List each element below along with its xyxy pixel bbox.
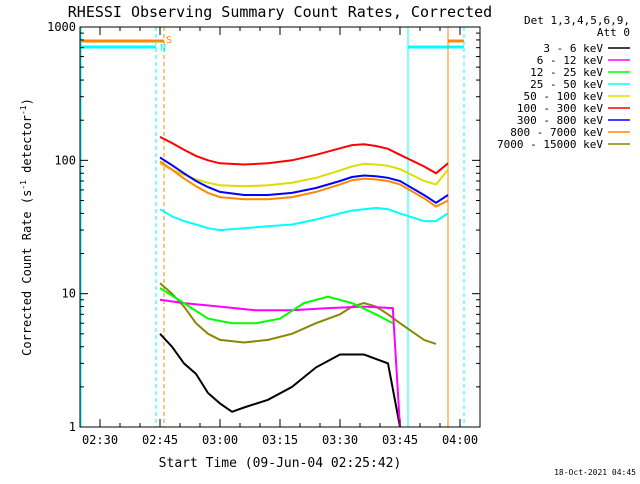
y-tick-label: 1000: [47, 20, 76, 34]
y-axis-label-main: Corrected Count Rate (s: [20, 190, 34, 356]
legend-entry-label: 800 - 7000 keV: [510, 126, 603, 139]
axes: 02:30 02:45 03:00 03:15 03:30 03:45 04:00 1 10 10…: [47, 20, 481, 447]
chart-title: RHESSI Observing Summary Count Rates, Co…: [68, 3, 492, 21]
y-tick-label: 10: [62, 287, 76, 301]
legend-header-line-2: Att 0: [597, 26, 630, 39]
y-axis-label-exponent-2: -1: [19, 105, 28, 115]
x-tick-label: 03:00: [202, 433, 238, 447]
series-line: [159, 333, 401, 428]
y-tick-label: 1: [69, 420, 76, 434]
x-tick-label: 02:30: [82, 433, 118, 447]
series-line: [159, 287, 394, 325]
x-tick-label: 04:00: [442, 433, 478, 447]
x-tick-label: 03:15: [262, 433, 298, 447]
y-tick-label: 100: [54, 153, 76, 167]
series-line: [159, 282, 437, 345]
legend-entry-label: 6 - 12 keV: [537, 54, 604, 67]
legend-entry-label: 50 - 100 keV: [524, 90, 604, 103]
y-axis-label-end: ): [20, 98, 34, 105]
legend-entry-label: 300 - 800 keV: [517, 114, 603, 127]
saa-marker-label: S: [166, 35, 172, 46]
x-tick-label: 03:45: [382, 433, 418, 447]
legend-entry-label: 25 - 50 keV: [530, 78, 603, 91]
x-tick-label: 03:30: [322, 433, 358, 447]
legend-entry-label: 3 - 6 keV: [543, 42, 603, 55]
legend-header-line-1: Det 1,3,4,5,6,9,: [524, 14, 630, 27]
footer-timestamp: 18-Oct-2021 04:45: [554, 468, 636, 477]
series-line: [159, 162, 449, 188]
legend-entry-label: 12 - 25 keV: [530, 66, 603, 79]
series-line: [159, 206, 449, 232]
legend-entry-label: 100 - 300 keV: [517, 102, 603, 115]
x-axis-label: Start Time (09-Jun-04 02:25:42): [159, 456, 402, 471]
legend-entry-label: 7000 - 15000 keV: [497, 138, 603, 151]
plot-area: SN: [80, 27, 465, 428]
plot-frame: [79, 26, 481, 428]
series-line: [159, 136, 449, 175]
y-axis-label: Corrected Count Rate (s-1 detector-1): [19, 98, 34, 356]
x-tick-label: 02:45: [142, 433, 178, 447]
series-line: [159, 160, 449, 208]
night-marker-label: N: [160, 43, 166, 54]
y-axis-label-exponent: -1: [19, 180, 28, 190]
y-axis-label-middle: detector: [20, 115, 34, 180]
series-line: [159, 156, 449, 204]
